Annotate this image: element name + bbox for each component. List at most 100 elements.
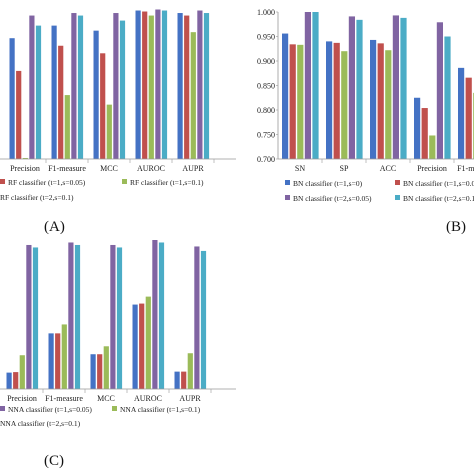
x-tick-label: F1-measure — [457, 164, 474, 173]
bar-series-3-sn — [304, 12, 311, 159]
bar-series-1-mcc — [97, 354, 103, 389]
bar-series-3-auroc — [152, 240, 158, 389]
bar-series-1-acc — [377, 43, 384, 159]
bar-series-4-sp — [356, 19, 363, 160]
bar-series-4-auroc — [161, 10, 168, 159]
y-tick-label: 0.800 — [257, 106, 275, 115]
bar-series-0-mcc — [90, 354, 96, 389]
bar-series-1-f1-measure — [55, 333, 61, 389]
bar-series-0-f1-measure — [51, 25, 57, 160]
bar-series-0-aupr — [177, 13, 183, 160]
y-tick-label: 0.950 — [257, 33, 275, 42]
bar-series-4-f1-measure — [74, 244, 81, 389]
legend-swatch — [0, 179, 5, 184]
x-tick-label: F1-measure — [45, 394, 83, 403]
bar-series-1-sn — [289, 44, 296, 160]
panel-c-label: (C) — [44, 453, 64, 469]
bar-series-4-acc — [400, 17, 407, 159]
bar-series-3-mcc — [110, 244, 116, 389]
bar-series-2-mcc — [103, 346, 109, 389]
bar-series-1-aupr — [184, 15, 190, 159]
bar-series-2-aupr — [187, 353, 193, 389]
x-tick-label: AUROC — [134, 394, 162, 403]
bar-series-2-auroc — [145, 296, 151, 389]
legend-entry: NNA classifier (t=1,s=0.1) — [120, 405, 201, 414]
legend-entry: RF classifier (t=1,s=0.1) — [130, 178, 204, 187]
legend-entry: BN classifier (t=1,s=0) — [293, 179, 363, 188]
bar-series-2-aupr — [190, 32, 196, 159]
legend-swatch — [112, 406, 117, 411]
bar-series-4-aupr — [203, 13, 210, 160]
bar-series-0-aupr — [174, 371, 180, 389]
legend-entry: RF classifier (t=1,s=0.05) — [8, 178, 86, 187]
legend-swatch — [285, 195, 290, 200]
bar-series-2-auroc — [148, 15, 154, 159]
panel-b-chart: SN SP ACC Precision F1-measure 1.000 0.950 0.90… — [257, 8, 474, 203]
x-tick-label: ACC — [380, 164, 396, 173]
panel-b-label: (B) — [446, 219, 466, 235]
bar-series-3-precision — [26, 244, 32, 389]
bar-series-1-auroc — [139, 303, 145, 389]
bar-series-1-precision — [16, 70, 22, 159]
bar-series-0-mcc — [93, 30, 99, 160]
bar-series-0-sp — [326, 41, 333, 159]
legend-entry: RF classifier (t=2,s=0.1) — [0, 193, 74, 202]
bar-series-1-mcc — [100, 53, 106, 159]
bar-series-3-f1-measure — [71, 13, 77, 160]
x-tick-label: MCC — [97, 394, 115, 403]
y-tick-label: 0.750 — [257, 131, 275, 140]
bar-series-4-auroc — [158, 242, 165, 389]
bar-series-4-precision — [444, 36, 451, 159]
bar-series-3-sp — [348, 16, 355, 159]
bar-series-3-precision — [29, 15, 35, 159]
legend-entry: BN classifier (t=1,s=0.05) — [403, 179, 474, 188]
panel-c-chart: Precision F1-measure MCC AUROC AUPR NNA class… — [0, 240, 236, 428]
bar-series-1-aupr — [181, 371, 187, 389]
bar-series-2-precision — [19, 355, 25, 389]
bar-series-0-acc — [370, 39, 377, 159]
bar-series-0-precision — [9, 38, 15, 160]
bar-series-4-precision — [32, 247, 39, 389]
legend-swatch — [285, 180, 290, 185]
x-tick-label: F1-measure — [48, 164, 86, 173]
bar-series-1-f1-measure — [465, 77, 472, 159]
x-tick-label: AUPR — [179, 394, 201, 403]
bar-series-3-mcc — [113, 13, 119, 160]
legend-swatch — [395, 180, 400, 185]
bar-series-2-mcc — [106, 104, 112, 159]
bar-series-0-precision — [6, 372, 12, 389]
bar-series-0-sn — [282, 33, 289, 160]
legend-entry: BN classifier (t=2,s=0.05) — [293, 194, 372, 203]
y-tick-label: 0.900 — [257, 57, 275, 66]
bar-series-2-acc — [385, 50, 392, 159]
bar-series-4-f1-measure — [77, 15, 84, 159]
bar-series-3-aupr — [194, 246, 200, 389]
bar-series-4-aupr — [200, 250, 207, 389]
panel-a-chart: Precision F1-measure MCC AUROC AUPR RF classi… — [0, 9, 236, 202]
bar-series-1-auroc — [142, 11, 148, 159]
bar-series-4-precision — [35, 25, 42, 160]
x-tick-label: SP — [340, 164, 349, 173]
bar-series-1-precision — [421, 108, 428, 159]
bar-series-2-precision — [22, 157, 28, 159]
bar-series-0-precision — [414, 97, 421, 159]
bar-series-1-f1-measure — [58, 45, 64, 159]
legend-entry: BN classifier (t=2,s=0.1) — [403, 194, 474, 203]
bar-series-3-acc — [392, 15, 399, 160]
x-tick-label: MCC — [100, 164, 118, 173]
x-tick-label: SN — [295, 164, 305, 173]
y-tick-label: 0.700 — [257, 155, 275, 164]
bar-series-1-precision — [13, 372, 19, 389]
bar-series-3-auroc — [155, 9, 161, 160]
bar-series-2-f1-measure — [61, 324, 67, 389]
bar-series-3-f1-measure — [68, 242, 74, 389]
legend-entry: NNA classifier (t=2,s=0.1) — [0, 419, 81, 428]
bar-series-1-sp — [333, 42, 340, 160]
bar-series-0-f1-measure — [48, 333, 54, 389]
legend-entry: NNA classifier (t=1,s=0.05) — [8, 405, 92, 414]
bar-series-2-f1-measure — [64, 95, 70, 159]
panel-a-label: (A) — [44, 219, 65, 235]
bar-series-3-precision — [436, 22, 443, 159]
bar-series-2-sp — [341, 51, 348, 160]
